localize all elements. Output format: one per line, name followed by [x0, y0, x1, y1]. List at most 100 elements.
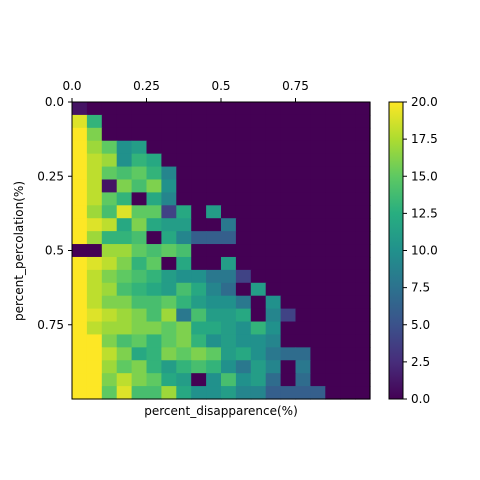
heatmap-cell [250, 231, 267, 245]
heatmap-cell [250, 205, 267, 219]
heatmap-cell [265, 373, 282, 387]
heatmap-cell [161, 334, 177, 348]
heatmap-cell [310, 269, 326, 284]
heatmap-cell [310, 231, 326, 245]
heatmap-cell [340, 127, 356, 142]
heatmap-cell [146, 373, 162, 387]
heatmap-cell [131, 347, 148, 361]
heatmap-cell [325, 282, 341, 297]
heatmap-cell [131, 166, 148, 181]
heatmap-cell [310, 360, 326, 374]
heatmap-cell [325, 244, 341, 258]
colorbar-ticks: 0.0 2.5 5.0 7.5 10.0 12.5 15.0 17.5 20.0 [403, 95, 438, 406]
heatmap-cell [206, 360, 222, 374]
heatmap-cell [295, 386, 311, 400]
heatmap-cell [86, 360, 103, 374]
heatmap-cell [86, 140, 103, 155]
heatmap-cell [161, 153, 177, 168]
heatmap-cell [250, 114, 267, 129]
heatmap-cell [146, 231, 162, 245]
heatmap-cell [221, 256, 237, 271]
heatmap-cell [131, 127, 148, 142]
heatmap-cell [176, 102, 192, 116]
y-axis-ticks: 0.0 0.25 0.5 0.75 [37, 95, 72, 332]
heatmap-cell [86, 205, 103, 219]
heatmap-cell [310, 179, 326, 193]
heatmap-cell [250, 218, 267, 232]
heatmap-cell [265, 295, 282, 310]
heatmap-cell [101, 102, 118, 116]
heatmap-cell [116, 153, 133, 168]
heatmap-cell [101, 205, 118, 219]
heatmap-cell [101, 179, 118, 193]
heatmap-cell [221, 140, 237, 155]
heatmap-cell [206, 295, 222, 310]
heatmap-cell [280, 192, 297, 206]
heatmap-cell [176, 321, 192, 336]
heatmap-cell [295, 347, 311, 361]
heatmap-cell [235, 282, 252, 297]
heatmap-cell [340, 321, 356, 336]
heatmap-cells [72, 102, 371, 400]
heatmap-cell [176, 140, 192, 155]
heatmap-cell [340, 373, 356, 387]
heatmap-cell [355, 282, 371, 297]
heatmap-cell [176, 282, 192, 297]
heatmap-cell [131, 295, 148, 310]
heatmap-cell [206, 256, 222, 271]
heatmap-cell [280, 179, 297, 193]
heatmap-cell [101, 269, 118, 284]
heatmap-cell [191, 295, 207, 310]
heatmap-cell [86, 102, 103, 116]
heatmap-cell [325, 308, 341, 323]
heatmap-cell [310, 256, 326, 271]
heatmap-cell [131, 114, 148, 129]
heatmap-cell [146, 386, 162, 400]
heatmap-cell [235, 205, 252, 219]
heatmap-cell [131, 140, 148, 155]
heatmap-cell [86, 347, 103, 361]
heatmap-cell [355, 244, 371, 258]
heatmap-cell [265, 102, 282, 116]
heatmap-cell [325, 218, 341, 232]
heatmap-cell [250, 166, 267, 181]
heatmap-cell [355, 179, 371, 193]
heatmap-cell [280, 334, 297, 348]
heatmap-cell [221, 295, 237, 310]
heatmap-cell [325, 114, 341, 129]
heatmap-cell [86, 153, 103, 168]
heatmap-cell [116, 140, 133, 155]
heatmap-cell [265, 218, 282, 232]
heatmap-cell [265, 334, 282, 348]
heatmap-cell [72, 218, 88, 232]
heatmap-cell [72, 102, 88, 116]
heatmap-cell [325, 373, 341, 387]
heatmap-cell [86, 179, 103, 193]
heatmap-cell [72, 140, 88, 155]
heatmap-cell [235, 244, 252, 258]
heatmap-cell [235, 360, 252, 374]
heatmap-cell [72, 282, 88, 297]
heatmap-cell [86, 321, 103, 336]
heatmap-cell [295, 140, 311, 155]
heatmap-cell [325, 347, 341, 361]
heatmap-cell [265, 205, 282, 219]
heatmap-cell [221, 244, 237, 258]
heatmap-cell [191, 218, 207, 232]
heatmap-cell [250, 360, 267, 374]
colorbar-tick-label: 20.0 [411, 95, 438, 109]
heatmap-cell [101, 166, 118, 181]
heatmap-cell [191, 386, 207, 400]
heatmap-cell [310, 295, 326, 310]
heatmap-cell [131, 269, 148, 284]
heatmap-cell [280, 256, 297, 271]
heatmap-cell [101, 192, 118, 206]
heatmap-cell [340, 334, 356, 348]
heatmap-cell [86, 308, 103, 323]
heatmap-cell [72, 231, 88, 245]
heatmap-cell [280, 231, 297, 245]
heatmap-cell [295, 295, 311, 310]
heatmap-cell [72, 127, 88, 142]
heatmap-cell [206, 334, 222, 348]
heatmap-cell [325, 321, 341, 336]
